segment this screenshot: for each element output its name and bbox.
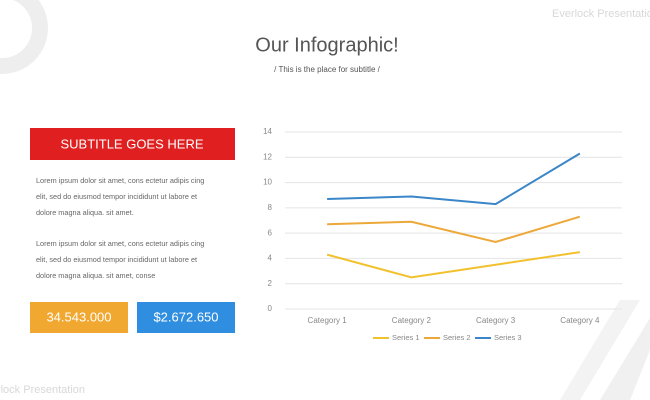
y-tick-label: 12 <box>263 152 272 161</box>
y-tick-label: 2 <box>268 279 273 288</box>
series-line <box>327 152 581 206</box>
series-line <box>326 251 581 279</box>
paragraph-line: Lorem ipsum dolor sit amet, cons ectetur… <box>36 176 204 185</box>
heading: SUBTITLE GOES HERE <box>60 136 203 151</box>
stat-value: 34.543.000 <box>46 309 111 324</box>
subtitle: / This is the place for subtitle / <box>274 65 380 74</box>
stat-box <box>137 302 235 333</box>
x-tick-label: Category 3 <box>476 316 516 325</box>
y-tick-label: 0 <box>268 304 273 313</box>
heading-box <box>30 128 235 160</box>
decor-circle <box>0 0 48 74</box>
legend-label: Series 2 <box>443 333 471 342</box>
paragraph-line: elit, sed do eiusmod tempor incididunt u… <box>36 255 197 264</box>
series-line <box>327 215 581 244</box>
paragraph-line: dolore magna aliqua. sit amet, conse <box>36 271 155 280</box>
brand: Everlock Presentation <box>552 8 650 20</box>
paragraph-line: elit, sed do eiusmod tempor incididunt u… <box>36 192 197 201</box>
decor-slash <box>600 318 650 400</box>
brand: Everlock Presentation <box>0 384 85 396</box>
decor-slash <box>560 300 640 400</box>
legend-label: Series 1 <box>392 333 420 342</box>
paragraph-line: dolore magna aliqua. sit amet. <box>36 208 134 217</box>
x-tick-label: Category 4 <box>560 316 600 325</box>
y-tick-label: 4 <box>268 254 273 263</box>
x-tick-label: Category 1 <box>308 316 348 325</box>
y-tick-label: 6 <box>268 228 273 237</box>
title: Our Infographic! <box>255 34 398 56</box>
paragraph-line: Lorem ipsum dolor sit amet, cons ectetur… <box>36 239 204 248</box>
stat-value: $2.672.650 <box>153 309 218 324</box>
y-tick-label: 8 <box>268 203 273 212</box>
legend-label: Series 3 <box>494 333 522 342</box>
stat-box <box>30 302 128 333</box>
y-tick-label: 10 <box>263 178 272 187</box>
x-tick-label: Category 2 <box>392 316 432 325</box>
y-tick-label: 14 <box>263 127 272 136</box>
